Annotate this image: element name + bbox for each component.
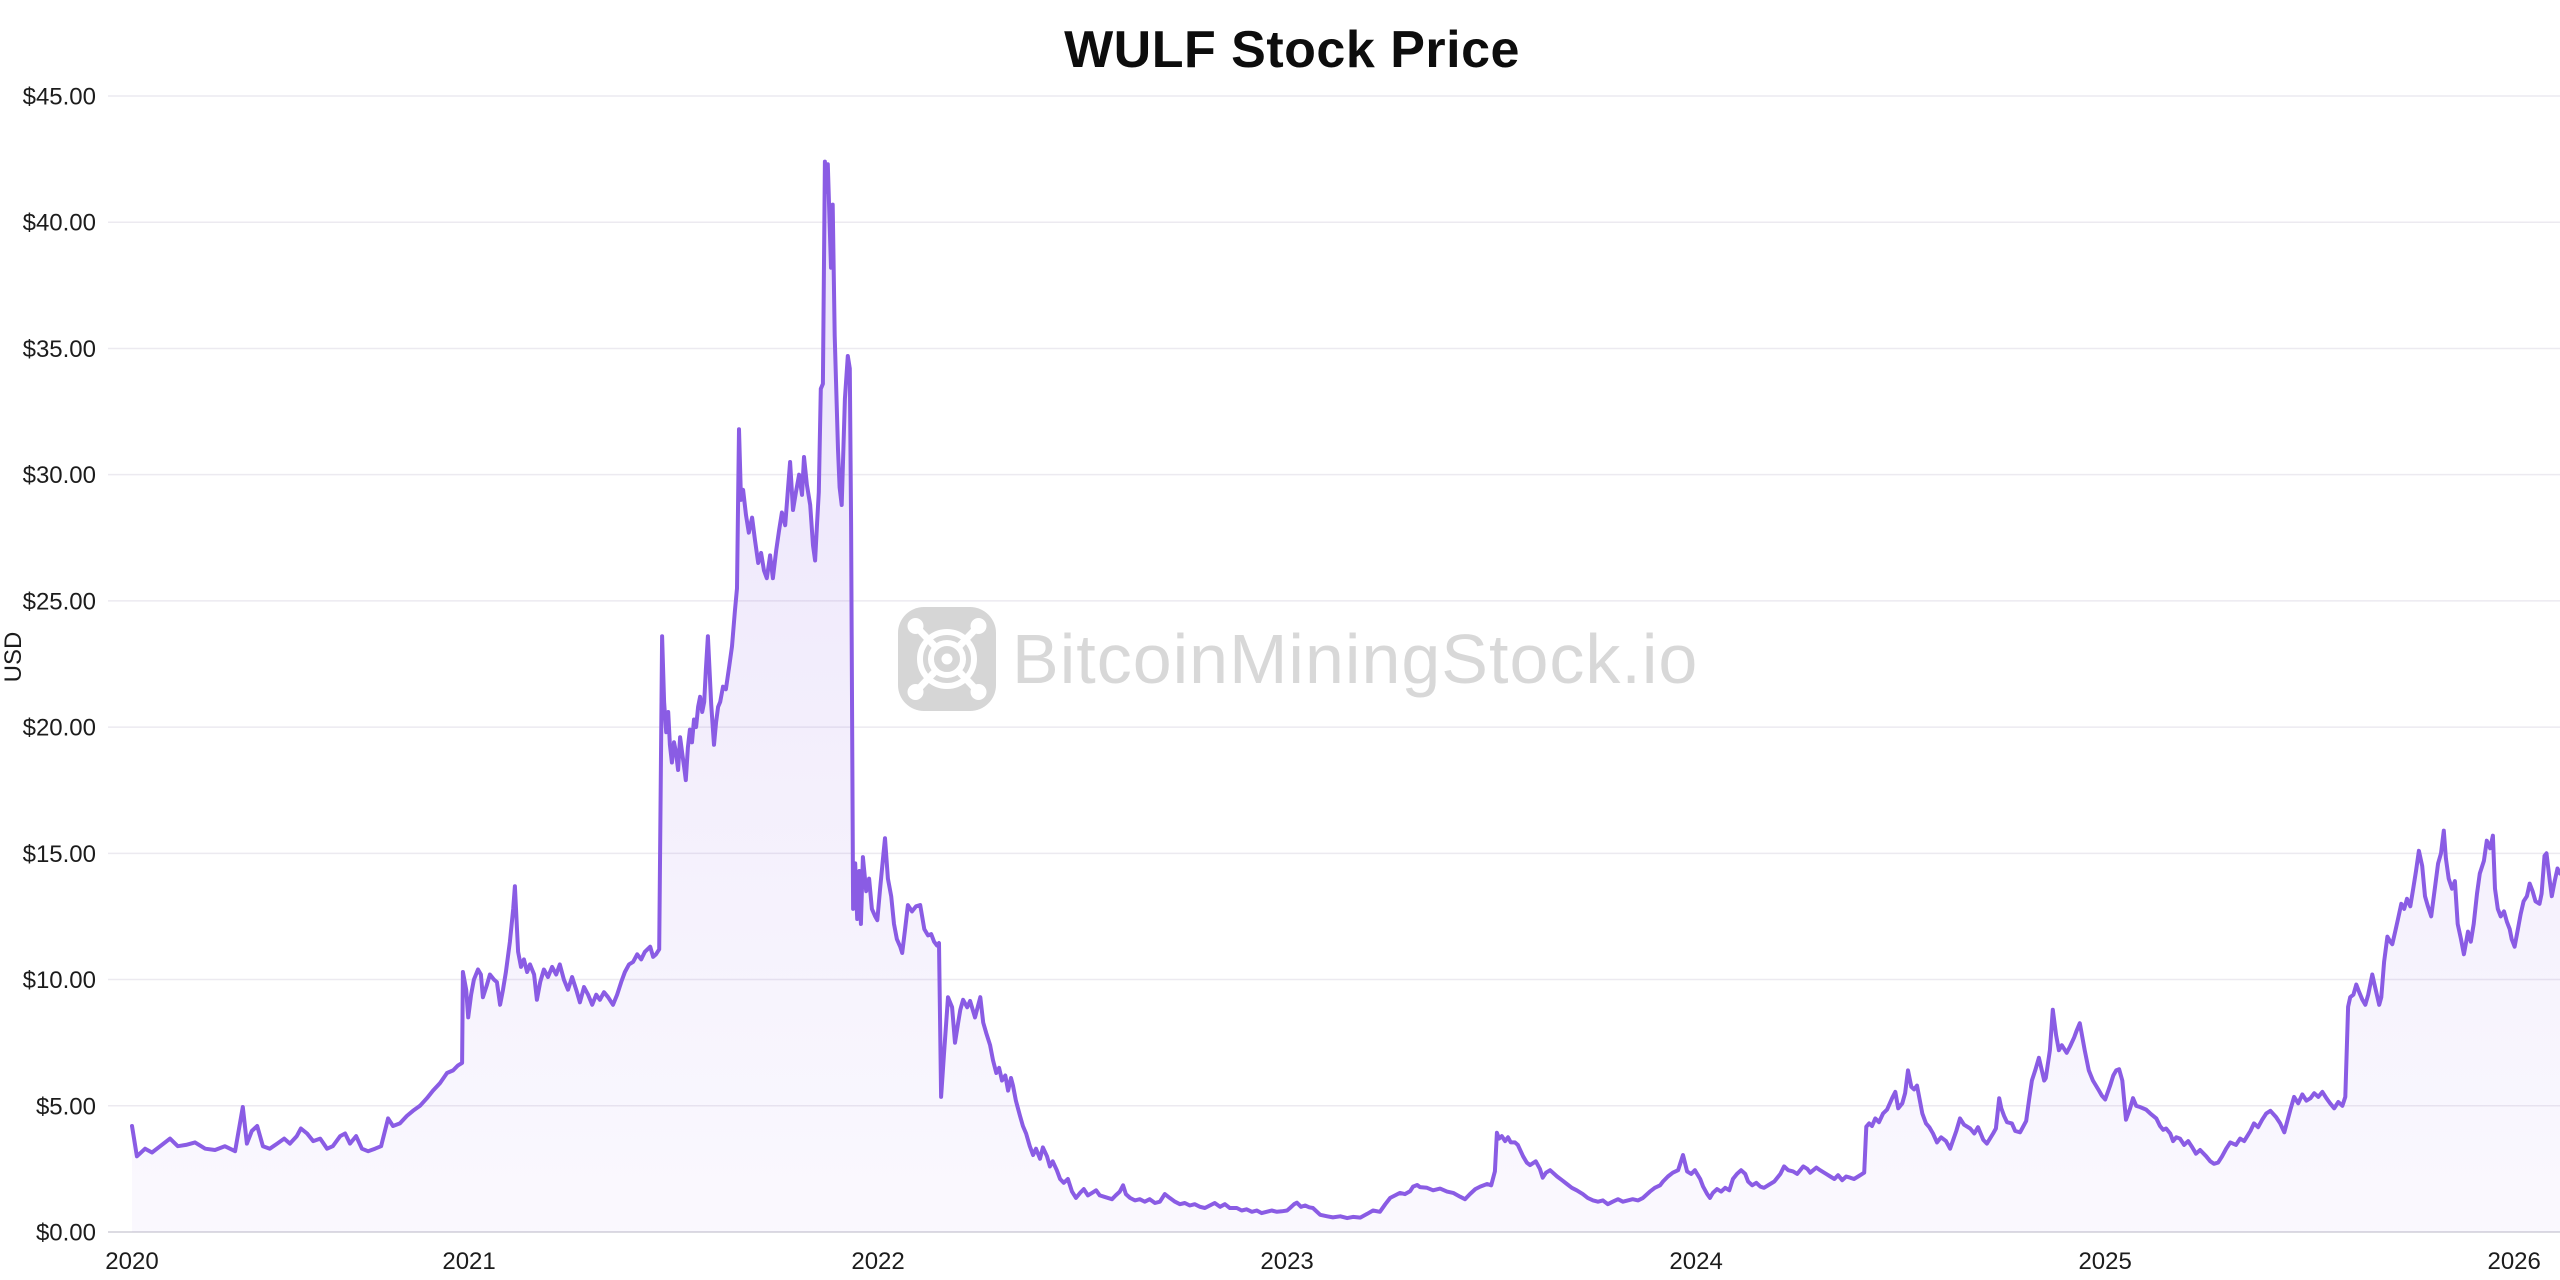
y-axis-tick-label: $15.00 bbox=[23, 841, 96, 868]
y-axis-tick-label: $35.00 bbox=[23, 336, 96, 363]
x-axis-tick-label: 2024 bbox=[1669, 1248, 1722, 1275]
y-axis-tick-label: $30.00 bbox=[23, 462, 96, 489]
y-axis-tick-label: $45.00 bbox=[23, 84, 96, 111]
x-axis-tick-label: 2021 bbox=[442, 1248, 495, 1275]
x-axis-tick-label: 2026 bbox=[2487, 1248, 2540, 1275]
watermark-text: BitcoinMiningStock.io bbox=[1012, 620, 1698, 698]
y-axis-title: USD bbox=[0, 632, 27, 683]
brand-logo-icon bbox=[898, 607, 996, 711]
y-axis-tick-label: $10.00 bbox=[23, 967, 96, 994]
y-axis-tick-label: $25.00 bbox=[23, 588, 96, 615]
price-line bbox=[130, 159, 2560, 1221]
watermark: BitcoinMiningStock.io bbox=[898, 607, 1698, 711]
x-axis-tick-label: 2023 bbox=[1260, 1248, 1313, 1275]
x-axis-tick-label: 2020 bbox=[105, 1248, 158, 1275]
x-axis-tick-label: 2022 bbox=[851, 1248, 904, 1275]
y-axis-tick-label: $20.00 bbox=[23, 715, 96, 742]
x-axis-tick-label: 2025 bbox=[2078, 1248, 2131, 1275]
y-axis-tick-label: $40.00 bbox=[23, 210, 96, 237]
y-axis-tick-label: $0.00 bbox=[36, 1220, 96, 1247]
y-axis-tick-label: $5.00 bbox=[36, 1093, 96, 1120]
chart-title: WULF Stock Price bbox=[1064, 21, 1520, 79]
